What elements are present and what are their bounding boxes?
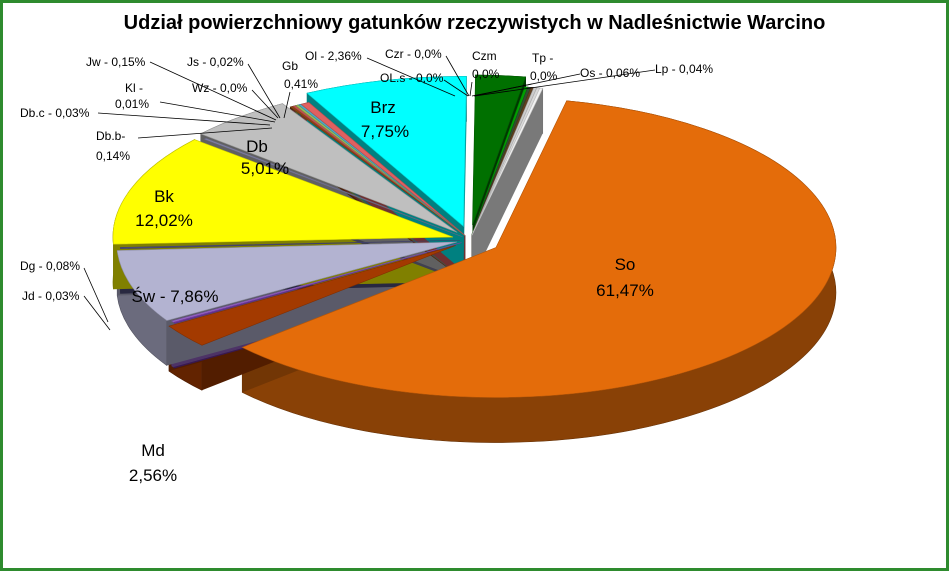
leader-line-os <box>473 73 581 97</box>
slice-so <box>241 100 837 398</box>
data-label-ols: OL.s - 0,0% <box>380 71 444 85</box>
data-label-dbb: Db.b- <box>96 129 125 143</box>
data-label-kl: Kl - <box>125 81 143 95</box>
slice-ol <box>472 74 527 226</box>
data-label-brz: Brz <box>370 98 396 117</box>
value-label-gb: 0,41% <box>284 77 318 91</box>
value-label-czm: 0,0% <box>472 67 500 81</box>
data-label-dbc: Db.c - 0,03% <box>20 106 90 120</box>
slice-dbc <box>120 239 461 250</box>
data-label-dg: Dg - 0,08% <box>20 259 80 273</box>
value-label-kl: 0,01% <box>115 97 149 111</box>
data-label-jd: Jd - 0,03% <box>22 289 80 303</box>
value-label-dbb: 0,14% <box>96 149 130 163</box>
leader-line-czm <box>469 81 473 97</box>
slice-bk <box>112 139 454 245</box>
leader-line-lp <box>474 69 656 97</box>
data-label-bk: Bk <box>154 187 174 206</box>
leader-line-jw <box>149 61 277 121</box>
data-label-so: So <box>615 255 636 274</box>
data-label-gb: Gb <box>282 59 298 73</box>
value-label-md: 2,56% <box>129 466 177 485</box>
slice-wall-lp <box>472 88 543 281</box>
value-label-db: 5,01% <box>241 159 289 178</box>
value-label-so: 61,47% <box>596 281 654 300</box>
data-label-wz: Wz - 0,0% <box>192 81 248 95</box>
data-label-czm: Czm <box>472 49 497 63</box>
slice-dg <box>170 242 462 323</box>
chart-title: Udział powierzchniowy gatunków rzeczywis… <box>123 12 826 34</box>
leader-line-ols <box>443 79 469 97</box>
slice-gb <box>300 102 466 236</box>
leader-line-kl <box>159 101 276 123</box>
data-label-czr: Czr - 0,0% <box>385 47 442 61</box>
slice-dbb <box>203 137 463 238</box>
leader-line-gb <box>283 91 291 119</box>
slice-brz <box>306 76 467 228</box>
value-label-tp: 0,0% <box>530 69 558 83</box>
data-label-w: Św - 7,86% <box>132 287 219 306</box>
leader-line-dbc <box>97 112 271 126</box>
slice-md <box>168 245 456 346</box>
data-label-db: Db <box>246 137 268 156</box>
data-label-os: Os - 0,06% <box>580 66 640 80</box>
data-label-tp: Tp - <box>532 51 553 65</box>
data-label-lp: Lp - 0,04% <box>655 62 713 76</box>
leader-line-dg <box>83 267 109 323</box>
leader-line-ol <box>366 57 456 97</box>
data-label-jw: Jw - 0,15% <box>86 55 146 69</box>
leader-line-dbb <box>137 127 273 139</box>
data-label-ol: Ol - 2,36% <box>305 49 362 63</box>
leader-line-wz <box>251 89 279 119</box>
leader-line-jd <box>83 295 111 331</box>
slice-w <box>116 241 457 321</box>
data-label-js: Js - 0,02% <box>187 55 244 69</box>
value-label-brz: 7,75% <box>361 122 409 141</box>
leader-line-js <box>247 63 281 119</box>
slice-lp <box>471 87 544 236</box>
data-label-md: Md <box>141 441 165 460</box>
slice-db <box>200 103 458 233</box>
value-label-bk: 12,02% <box>135 211 193 230</box>
leader-line-czr <box>445 55 470 97</box>
